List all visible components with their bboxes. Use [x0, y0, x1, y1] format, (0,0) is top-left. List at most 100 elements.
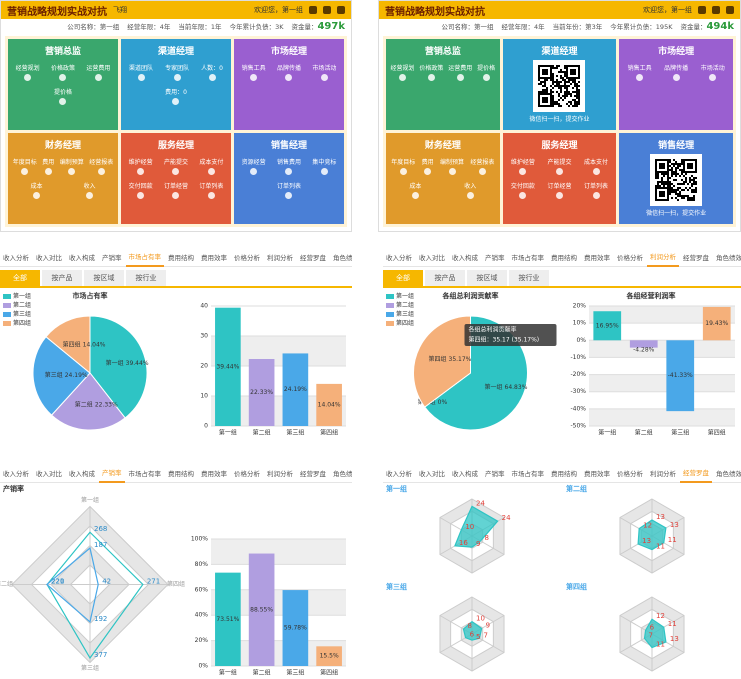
subtab[interactable]: 按区域: [467, 270, 507, 286]
tab[interactable]: 费用效率: [201, 469, 227, 478]
flow-node[interactable]: 经营报表: [89, 157, 113, 175]
header-icon[interactable]: [698, 6, 706, 14]
header-icon[interactable]: [309, 6, 317, 14]
tab[interactable]: 价格分析: [617, 469, 643, 478]
tab[interactable]: 价格分析: [617, 253, 643, 262]
tab[interactable]: 利润分析: [267, 469, 293, 478]
tab[interactable]: 费用效率: [201, 253, 227, 262]
flow-node[interactable]: 成本支付: [199, 157, 223, 175]
role-tile[interactable]: 市场经理 销售工具 品牌传播 市场活动: [619, 39, 733, 130]
tab[interactable]: 经营罗盘: [683, 253, 709, 262]
flow-node[interactable]: 提价格: [54, 87, 72, 105]
tab[interactable]: 收入构成: [452, 253, 478, 262]
tab[interactable]: 收入对比: [419, 253, 445, 262]
flow-node[interactable]: 费用: [42, 157, 54, 175]
tab[interactable]: 经营罗盘: [300, 253, 326, 262]
flow-node[interactable]: 编制预算: [60, 157, 84, 175]
flow-node[interactable]: 成本: [30, 181, 43, 199]
flow-node[interactable]: 集中竞标: [312, 157, 336, 175]
flow-node[interactable]: 运营费用: [86, 63, 110, 81]
flow-node[interactable]: 专家团队: [165, 63, 189, 81]
subtab[interactable]: 按区域: [84, 270, 124, 286]
role-tile[interactable]: 市场经理 销售工具 品牌传播 市场活动: [234, 39, 344, 130]
role-tile[interactable]: 财务经理 年度目标 费用 编制预算 经营报表 成本 收入: [8, 133, 118, 224]
role-tile[interactable]: 销售经理 资源经营 销售费用 集中竞标 订单列表: [234, 133, 344, 224]
flow-node[interactable]: 年度目标: [391, 157, 415, 175]
role-tile[interactable]: 销售经理 微信扫一扫，提交作业: [619, 133, 733, 224]
flow-node[interactable]: 价格政策: [419, 63, 443, 81]
flow-node[interactable]: 提价格: [477, 63, 495, 81]
flow-node[interactable]: 费用：0: [165, 87, 187, 105]
tab[interactable]: 角色绩效: [716, 469, 741, 478]
tab[interactable]: 收入构成: [69, 253, 95, 262]
flow-node[interactable]: 资源经营: [242, 157, 266, 175]
flow-node[interactable]: 运营费用: [448, 63, 472, 81]
tab[interactable]: 角色绩效: [716, 253, 741, 262]
flow-node[interactable]: 收入: [83, 181, 96, 199]
tab[interactable]: 收入构成: [452, 469, 478, 478]
tab[interactable]: 收入对比: [36, 469, 62, 478]
flow-node[interactable]: 品牌传播: [664, 63, 688, 81]
tab[interactable]: 费用效率: [584, 253, 610, 262]
tab[interactable]: 价格分析: [234, 469, 260, 478]
tab[interactable]: 收入分析: [3, 253, 29, 262]
flow-node[interactable]: 交付回款: [511, 181, 535, 199]
tab[interactable]: 费用结构: [551, 469, 577, 478]
flow-node[interactable]: 市场活动: [701, 63, 725, 81]
tab[interactable]: 产销率: [102, 253, 122, 262]
flow-node[interactable]: 年度目标: [13, 157, 37, 175]
tab[interactable]: 收入对比: [36, 253, 62, 262]
tab[interactable]: 费用结构: [168, 253, 194, 262]
role-tile[interactable]: 服务经理 维护经营 产能提交 成本支付 交付回款 订单经营 订单列表: [502, 133, 617, 224]
flow-node[interactable]: 品牌传播: [277, 63, 301, 81]
tab[interactable]: 产销率: [485, 469, 505, 478]
flow-node[interactable]: 销售工具: [242, 63, 266, 81]
tab[interactable]: 收入构成: [69, 469, 95, 478]
flow-node[interactable]: 交付回款: [129, 181, 153, 199]
flow-node[interactable]: 销售费用: [277, 157, 301, 175]
flow-node[interactable]: 产能提交: [547, 157, 571, 175]
tab[interactable]: 收入分析: [386, 469, 412, 478]
flow-node[interactable]: 编制预算: [440, 157, 464, 175]
subtab[interactable]: 全部: [0, 270, 40, 286]
header-icon[interactable]: [323, 6, 331, 14]
flow-node[interactable]: 市场活动: [312, 63, 336, 81]
tab[interactable]: 利润分析: [647, 250, 679, 267]
tab[interactable]: 收入分析: [3, 469, 29, 478]
tab[interactable]: 费用结构: [168, 469, 194, 478]
tab[interactable]: 收入分析: [386, 253, 412, 262]
subtab[interactable]: 全部: [383, 270, 423, 286]
tab[interactable]: 利润分析: [267, 253, 293, 262]
tab[interactable]: 市场占有率: [128, 469, 162, 478]
flow-node[interactable]: 收入: [464, 181, 476, 199]
subtab[interactable]: 按产品: [425, 270, 465, 286]
subtab[interactable]: 按行业: [126, 270, 166, 286]
flow-node[interactable]: 经营规划: [390, 63, 414, 81]
header-icon[interactable]: [337, 6, 345, 14]
tab[interactable]: 价格分析: [234, 253, 260, 262]
tab[interactable]: 费用结构: [551, 253, 577, 262]
flow-node[interactable]: 产能提交: [164, 157, 188, 175]
role-tile[interactable]: 财务经理 年度目标 费用 编制预算 经营报表 成本 收入: [386, 133, 500, 224]
header-icon[interactable]: [712, 6, 720, 14]
flow-node[interactable]: 成本支付: [584, 157, 608, 175]
tab[interactable]: 产销率: [485, 253, 505, 262]
flow-node[interactable]: 维护经营: [511, 157, 535, 175]
tab[interactable]: 产销率: [99, 466, 125, 483]
tab[interactable]: 收入对比: [419, 469, 445, 478]
subtab[interactable]: 按产品: [42, 270, 82, 286]
tab[interactable]: 费用效率: [584, 469, 610, 478]
flow-node[interactable]: 渠道团队: [129, 63, 153, 81]
tab[interactable]: 市场占有率: [511, 469, 545, 478]
role-tile[interactable]: 营销总监 经营规划 价格政策 运营费用 提价格: [8, 39, 118, 130]
flow-node[interactable]: 费用: [422, 157, 434, 175]
flow-node[interactable]: 维护经营: [129, 157, 153, 175]
flow-node[interactable]: 销售工具: [628, 63, 652, 81]
subtab[interactable]: 按行业: [509, 270, 549, 286]
flow-node[interactable]: 订单经营: [164, 181, 188, 199]
flow-node[interactable]: 订单列表: [584, 181, 608, 199]
flow-node[interactable]: 订单列表: [199, 181, 223, 199]
tab[interactable]: 经营罗盘: [680, 466, 712, 483]
flow-node[interactable]: 经营规划: [16, 63, 40, 81]
tab[interactable]: 市场占有率: [511, 253, 545, 262]
